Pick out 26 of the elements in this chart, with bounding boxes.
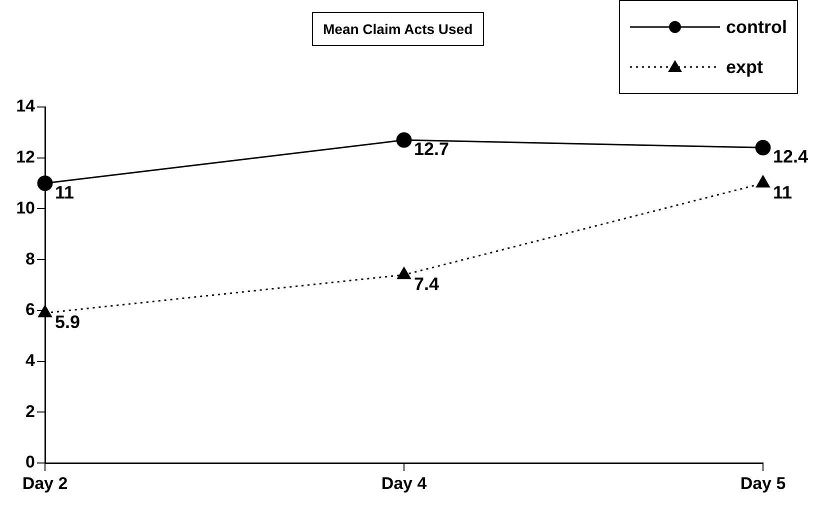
point: [396, 132, 412, 148]
legend-label: expt: [726, 56, 764, 78]
y-tick-label: 10: [16, 198, 35, 218]
data-label: 11: [55, 182, 74, 202]
x-tick-label: Day 4: [381, 474, 428, 493]
point: [756, 176, 770, 188]
x-tick-label: Day 5: [740, 474, 786, 493]
y-tick-label: 12: [16, 148, 35, 167]
data-label: 12.7: [414, 139, 450, 160]
chart-title: Mean Claim Acts Used: [312, 12, 484, 46]
data-label: 7.4: [414, 274, 440, 294]
data-label: 11: [773, 182, 792, 202]
point: [397, 267, 411, 280]
y-tick-label: 0: [26, 452, 35, 472]
point: [755, 140, 771, 156]
data-label: 5.9: [55, 312, 80, 332]
y-tick-label: 14: [16, 96, 36, 116]
y-tick-label: 4: [26, 350, 36, 370]
y-tick-label: 2: [26, 402, 35, 421]
x-tick-label: Day 2: [22, 474, 68, 493]
legend-label: control: [726, 16, 787, 38]
point: [37, 176, 53, 192]
y-tick-label: 8: [26, 249, 35, 268]
point: [38, 305, 52, 318]
y-tick-label: 6: [26, 300, 35, 320]
data-label: 12.4: [773, 146, 808, 167]
